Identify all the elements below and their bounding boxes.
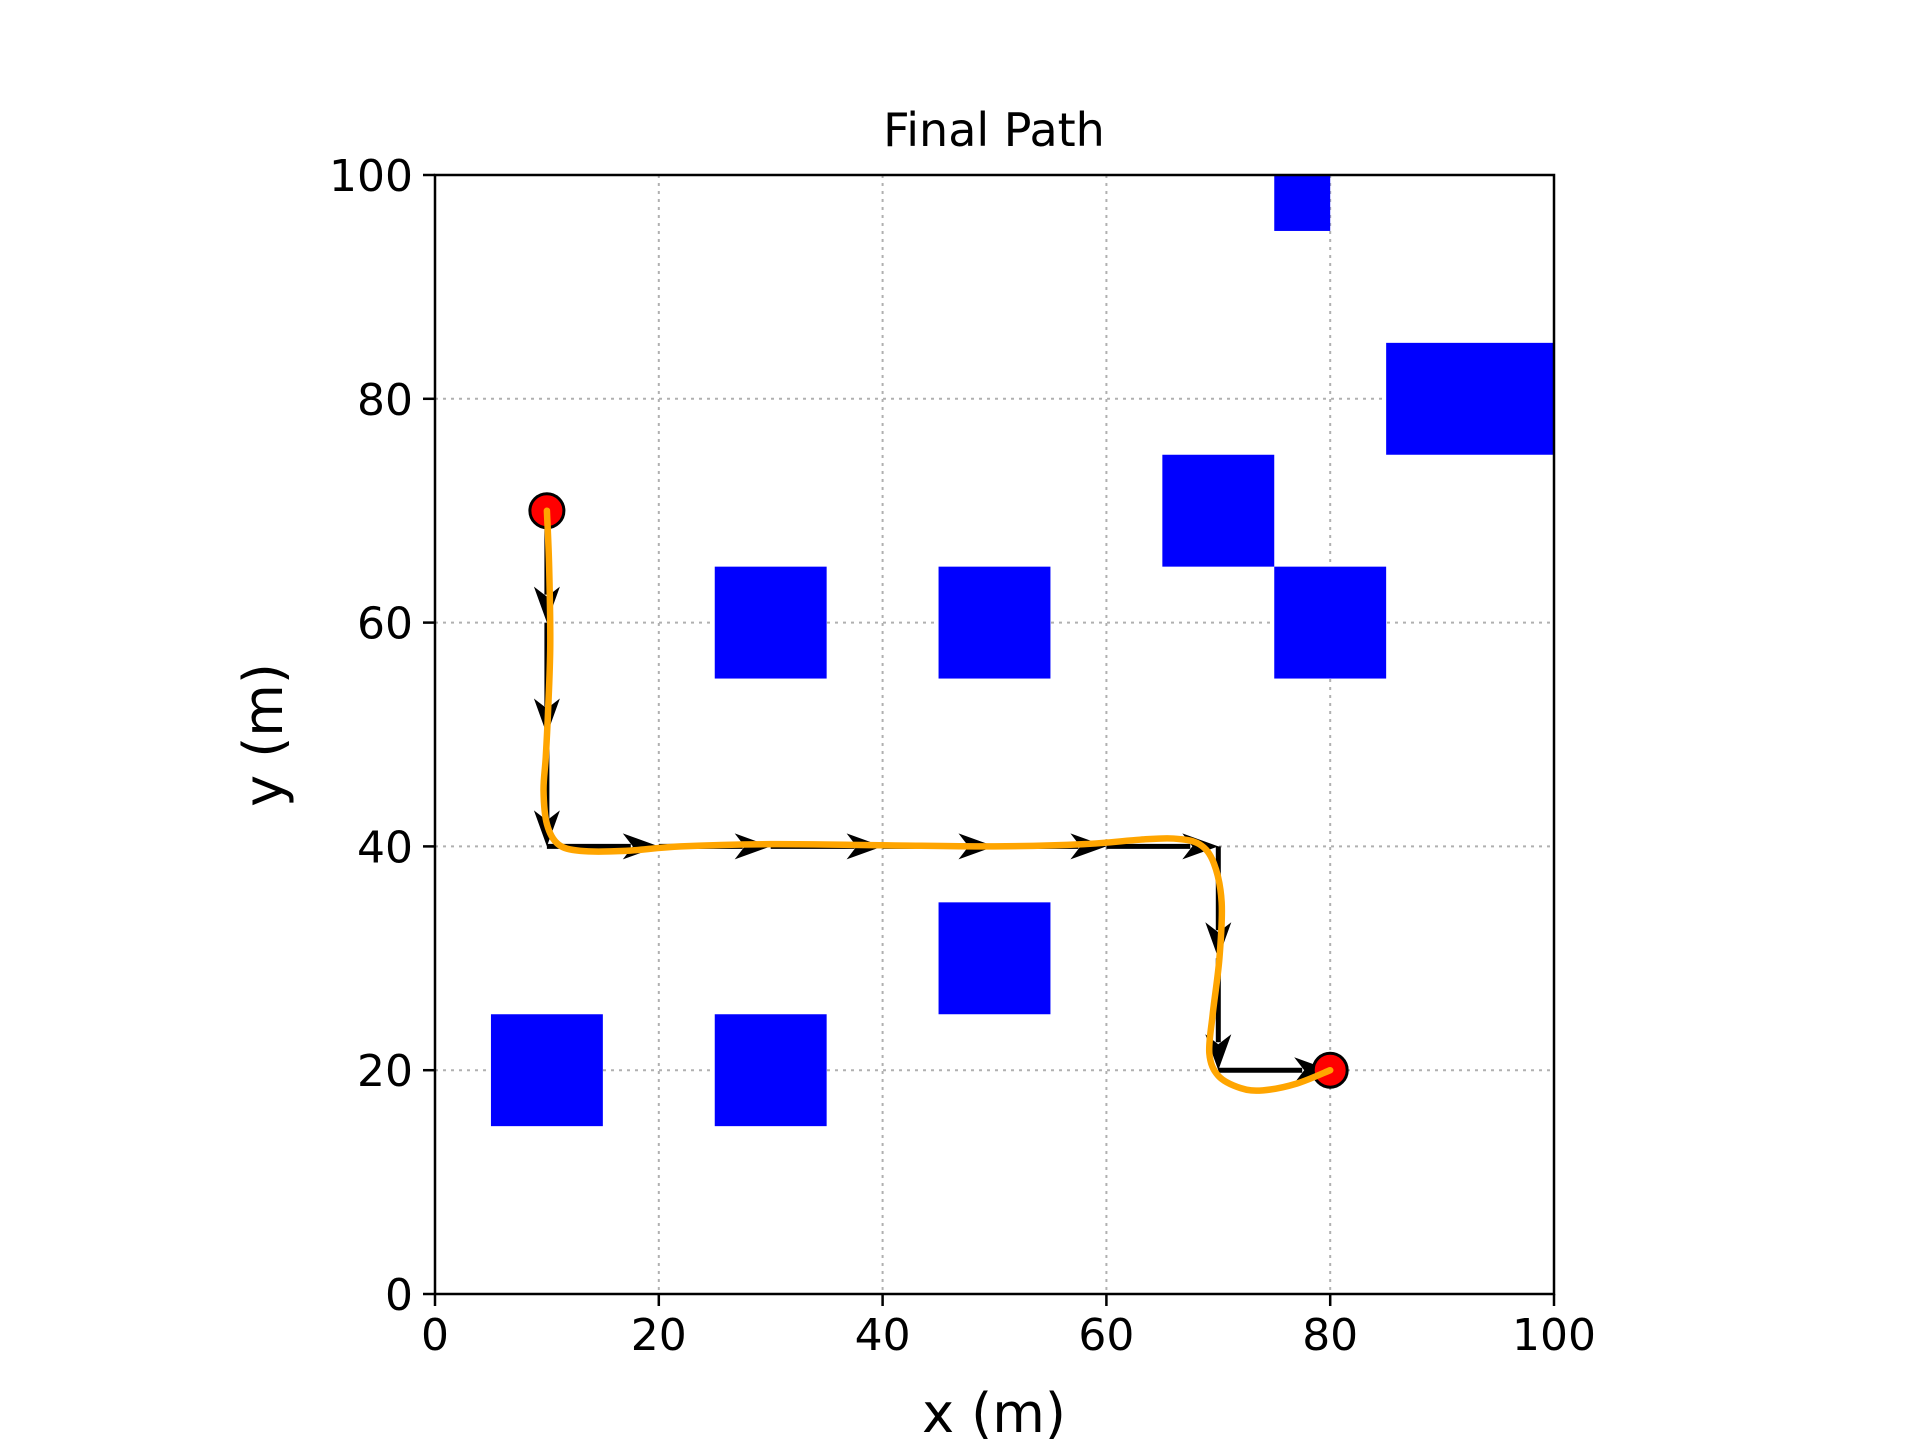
x-tick-label: 40 [855, 1310, 911, 1361]
obstacle [1274, 566, 1387, 679]
x-tick-label: 80 [1302, 1310, 1358, 1361]
x-tick-label: 100 [1512, 1310, 1596, 1361]
ticks: 0 20 40 60 80 100 0 20 40 60 80 100 [329, 151, 1596, 1361]
x-tick-label: 60 [1078, 1310, 1134, 1361]
y-tick-label: 40 [357, 822, 413, 873]
obstacle [1162, 454, 1275, 567]
y-tick-label: 20 [357, 1046, 413, 1097]
obstacles [490, 175, 1554, 1127]
x-tick-label: 0 [421, 1310, 449, 1361]
waypoint-arrows [533, 510, 1331, 1084]
obstacle [490, 1014, 603, 1127]
x-axis-label: x (m) [922, 1382, 1066, 1440]
y-tick-label: 100 [329, 151, 413, 202]
obstacle [1274, 175, 1331, 231]
plot-frame [433, 173, 1556, 1296]
obstacle [938, 902, 1051, 1015]
y-tick-label: 60 [357, 599, 413, 650]
y-axis-label: y (m) [232, 663, 295, 807]
obstacle [714, 566, 827, 679]
chart-title: Final Path [883, 103, 1105, 157]
smoothed-path-group [540, 507, 1334, 1094]
obstacle [1386, 342, 1554, 455]
smoothed-path [540, 507, 1334, 1094]
obstacle [714, 1014, 827, 1127]
x-tick-label: 20 [631, 1310, 687, 1361]
obstacle [938, 566, 1051, 679]
y-tick-label: 80 [357, 375, 413, 426]
y-tick-label: 0 [385, 1270, 413, 1321]
